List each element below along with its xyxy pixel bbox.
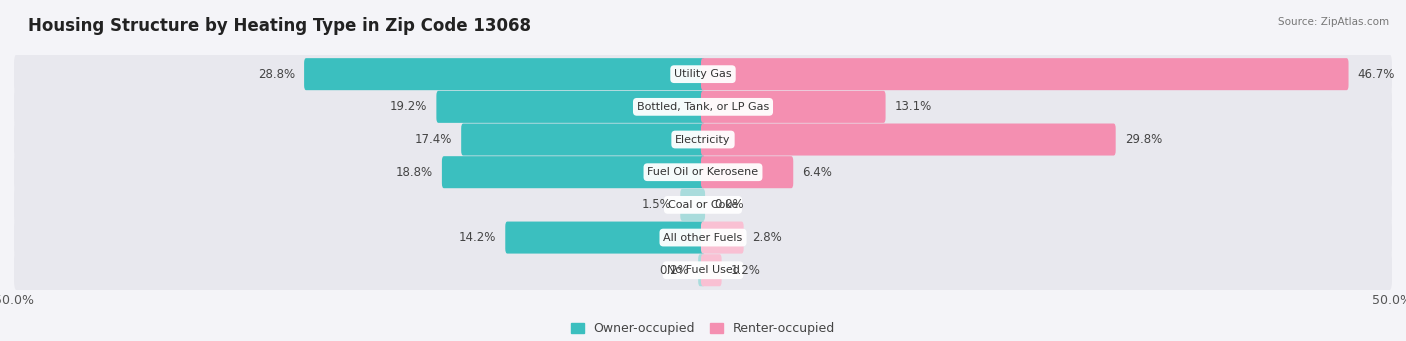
Text: 0.0%: 0.0%	[714, 198, 744, 211]
Text: 18.8%: 18.8%	[396, 166, 433, 179]
FancyBboxPatch shape	[702, 222, 744, 254]
FancyBboxPatch shape	[702, 123, 1116, 155]
FancyBboxPatch shape	[14, 217, 1392, 258]
Text: 19.2%: 19.2%	[389, 100, 427, 113]
FancyBboxPatch shape	[14, 86, 1392, 128]
Text: Coal or Coke: Coal or Coke	[668, 200, 738, 210]
Text: No Fuel Used: No Fuel Used	[666, 265, 740, 275]
FancyBboxPatch shape	[14, 249, 1392, 291]
FancyBboxPatch shape	[304, 58, 704, 90]
FancyBboxPatch shape	[14, 184, 1392, 226]
Text: 1.2%: 1.2%	[731, 264, 761, 277]
Text: 6.4%: 6.4%	[803, 166, 832, 179]
Text: Bottled, Tank, or LP Gas: Bottled, Tank, or LP Gas	[637, 102, 769, 112]
FancyBboxPatch shape	[699, 254, 704, 286]
FancyBboxPatch shape	[436, 91, 704, 123]
Text: All other Fuels: All other Fuels	[664, 233, 742, 242]
Legend: Owner-occupied, Renter-occupied: Owner-occupied, Renter-occupied	[571, 322, 835, 335]
Text: Electricity: Electricity	[675, 135, 731, 145]
FancyBboxPatch shape	[14, 53, 1392, 95]
FancyBboxPatch shape	[702, 156, 793, 188]
Text: 28.8%: 28.8%	[259, 68, 295, 81]
Text: Housing Structure by Heating Type in Zip Code 13068: Housing Structure by Heating Type in Zip…	[28, 17, 531, 35]
FancyBboxPatch shape	[14, 151, 1392, 193]
Text: 46.7%: 46.7%	[1358, 68, 1395, 81]
Text: 13.1%: 13.1%	[894, 100, 932, 113]
FancyBboxPatch shape	[702, 254, 721, 286]
FancyBboxPatch shape	[441, 156, 704, 188]
FancyBboxPatch shape	[681, 189, 704, 221]
Text: 29.8%: 29.8%	[1125, 133, 1161, 146]
Text: 1.5%: 1.5%	[641, 198, 671, 211]
Text: 14.2%: 14.2%	[458, 231, 496, 244]
FancyBboxPatch shape	[702, 58, 1348, 90]
Text: Fuel Oil or Kerosene: Fuel Oil or Kerosene	[647, 167, 759, 177]
FancyBboxPatch shape	[702, 91, 886, 123]
FancyBboxPatch shape	[14, 119, 1392, 160]
Text: Utility Gas: Utility Gas	[675, 69, 731, 79]
FancyBboxPatch shape	[505, 222, 704, 254]
Text: Source: ZipAtlas.com: Source: ZipAtlas.com	[1278, 17, 1389, 27]
Text: 0.2%: 0.2%	[659, 264, 689, 277]
FancyBboxPatch shape	[461, 123, 704, 155]
Text: 17.4%: 17.4%	[415, 133, 453, 146]
Text: 2.8%: 2.8%	[752, 231, 782, 244]
